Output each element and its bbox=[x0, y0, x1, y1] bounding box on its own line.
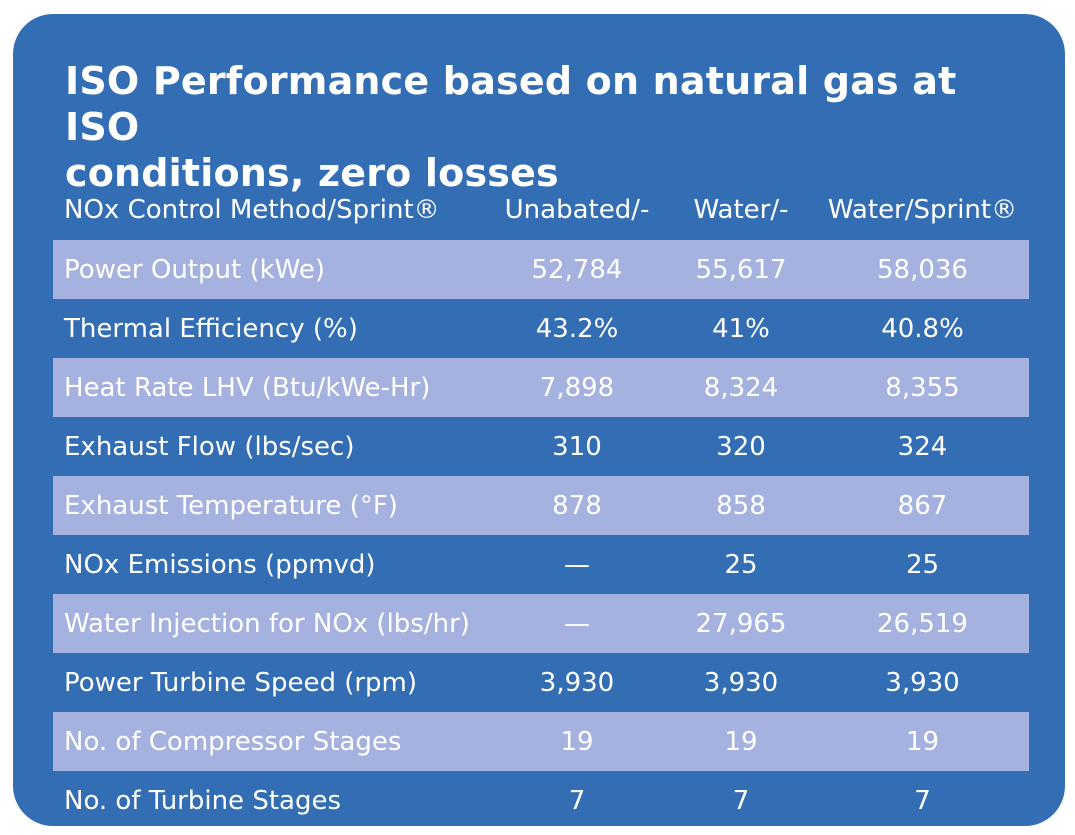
table-header-row: NOx Control Method/Sprint® Unabated/- Wa… bbox=[53, 180, 1029, 240]
cell-value: 878 bbox=[488, 476, 666, 535]
table-row: No. of Compressor Stages 19 19 19 bbox=[53, 712, 1029, 771]
cell-value: 25 bbox=[724, 549, 758, 580]
table-row: Thermal Efficiency (%) 43.2% 41% 40.8% bbox=[53, 299, 1029, 358]
cell-value: 55,617 bbox=[666, 240, 816, 299]
cell-value: 7,898 bbox=[488, 358, 666, 417]
cell-value: 40.8% bbox=[881, 313, 964, 344]
cell-value: 26,519 bbox=[816, 594, 1029, 653]
cell-value: 3,930 bbox=[703, 667, 779, 698]
row-label: No. of Turbine Stages bbox=[64, 785, 341, 816]
row-label: Water Injection for NOx (lbs/hr) bbox=[53, 594, 488, 653]
row-label: Power Output (kWe) bbox=[53, 240, 488, 299]
cell-value: 310 bbox=[552, 431, 602, 462]
cell-value: 41% bbox=[712, 313, 770, 344]
row-label: Heat Rate LHV (Btu/kWe-Hr) bbox=[53, 358, 488, 417]
table-row: Water Injection for NOx (lbs/hr) — 27,96… bbox=[53, 594, 1029, 653]
title-line-2: conditions, zero losses bbox=[65, 151, 559, 195]
cell-value: 19 bbox=[816, 712, 1029, 771]
cell-value: 8,324 bbox=[666, 358, 816, 417]
row-label: Thermal Efficiency (%) bbox=[64, 313, 358, 344]
row-label: Exhaust Temperature (°F) bbox=[53, 476, 488, 535]
table-row: Power Output (kWe) 52,784 55,617 58,036 bbox=[53, 240, 1029, 299]
cell-value: 52,784 bbox=[488, 240, 666, 299]
header-water: Water/- bbox=[693, 195, 789, 225]
cell-value: 25 bbox=[905, 549, 940, 580]
cell-value: 8,355 bbox=[816, 358, 1029, 417]
table-row: Exhaust Flow (lbs/sec) 310 320 324 bbox=[53, 417, 1029, 476]
row-label: NOx Emissions (ppmvd) bbox=[64, 549, 376, 580]
cell-value: 867 bbox=[816, 476, 1029, 535]
row-label: Exhaust Flow (lbs/sec) bbox=[64, 431, 355, 462]
table-row: No. of Turbine Stages 7 7 7 bbox=[53, 771, 1029, 830]
card-title: ISO Performance based on natural gas at … bbox=[65, 58, 1025, 196]
cell-value: 3,930 bbox=[539, 667, 615, 698]
cell-value: — bbox=[488, 594, 666, 653]
performance-card: ISO Performance based on natural gas at … bbox=[13, 14, 1065, 826]
cell-value: 858 bbox=[666, 476, 816, 535]
table-row: Power Turbine Speed (rpm) 3,930 3,930 3,… bbox=[53, 653, 1029, 712]
title-line-1: ISO Performance based on natural gas at … bbox=[65, 59, 957, 149]
cell-value: 320 bbox=[716, 431, 766, 462]
cell-value: 324 bbox=[897, 431, 948, 462]
cell-value: — bbox=[564, 549, 590, 580]
cell-value: 58,036 bbox=[816, 240, 1029, 299]
cell-value: 27,965 bbox=[666, 594, 816, 653]
cell-value: 3,930 bbox=[885, 667, 960, 698]
cell-value: 7 bbox=[568, 785, 586, 816]
row-label: Power Turbine Speed (rpm) bbox=[64, 667, 418, 698]
cell-value: 7 bbox=[732, 785, 750, 816]
cell-value: 19 bbox=[488, 712, 666, 771]
cell-value: 43.2% bbox=[535, 313, 619, 344]
performance-table: NOx Control Method/Sprint® Unabated/- Wa… bbox=[53, 180, 1029, 830]
cell-value: 7 bbox=[914, 785, 931, 816]
table-row: NOx Emissions (ppmvd) — 25 25 bbox=[53, 535, 1029, 594]
cell-value: 19 bbox=[666, 712, 816, 771]
row-label: No. of Compressor Stages bbox=[53, 712, 488, 771]
header-label: NOx Control Method/Sprint® bbox=[64, 195, 440, 225]
table-row: Heat Rate LHV (Btu/kWe-Hr) 7,898 8,324 8… bbox=[53, 358, 1029, 417]
header-water-sprint: Water/Sprint® bbox=[827, 195, 1018, 225]
table-row: Exhaust Temperature (°F) 878 858 867 bbox=[53, 476, 1029, 535]
header-unabated: Unabated/- bbox=[504, 195, 650, 225]
